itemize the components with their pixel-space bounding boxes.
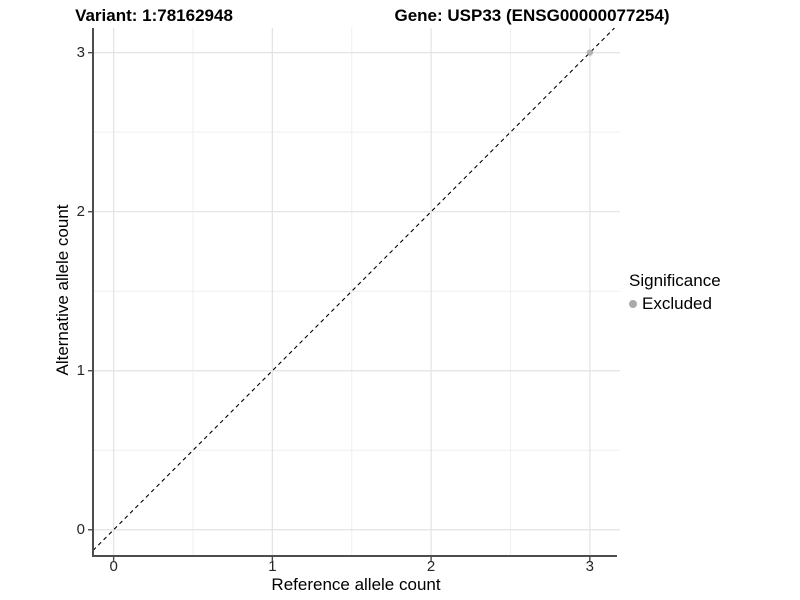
x-tick-label: 0 — [109, 558, 118, 575]
legend-item-excluded: Excluded — [629, 294, 721, 314]
legend-point-icon — [629, 300, 637, 308]
y-tick-label: 2 — [76, 202, 85, 220]
legend-item-label: Excluded — [642, 294, 712, 313]
x-tick-label: 1 — [268, 558, 277, 575]
data-point — [586, 49, 594, 56]
y-axis-title: Alternative allele count — [53, 204, 72, 376]
x-tick-label: 2 — [426, 558, 436, 575]
legend-title: Significance — [629, 271, 721, 290]
identity-reference-line — [92, 27, 615, 551]
title-variant: Variant: 1:78162948 — [75, 6, 233, 25]
legend: Significance Excluded — [629, 271, 721, 314]
title-gene: Gene: USP33 (ENSG00000077254) — [394, 6, 670, 25]
x-axis-title: Reference allele count — [271, 575, 441, 594]
x-tick-label: 3 — [585, 558, 594, 575]
y-tick-label: 0 — [76, 520, 85, 538]
y-tick-label: 1 — [76, 361, 85, 379]
y-tick-label: 3 — [76, 43, 85, 61]
